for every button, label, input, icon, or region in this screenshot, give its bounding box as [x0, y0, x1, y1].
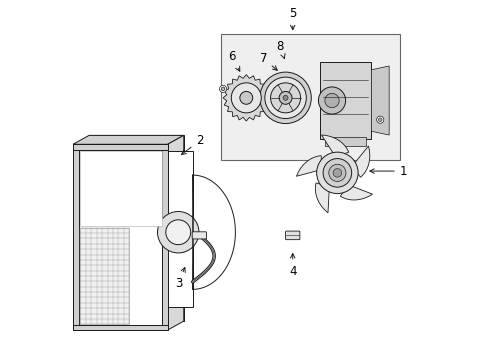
Circle shape	[328, 164, 345, 181]
Text: 1: 1	[369, 165, 407, 177]
Polygon shape	[89, 135, 183, 321]
Text: 2: 2	[181, 134, 203, 154]
Polygon shape	[296, 156, 321, 176]
Circle shape	[240, 91, 252, 104]
Circle shape	[165, 220, 190, 245]
Circle shape	[316, 152, 357, 194]
Polygon shape	[73, 325, 167, 330]
Circle shape	[279, 91, 291, 104]
Polygon shape	[167, 135, 183, 330]
Circle shape	[219, 85, 226, 93]
Circle shape	[157, 212, 199, 253]
Circle shape	[318, 87, 345, 114]
Bar	[324, 137, 366, 146]
Circle shape	[324, 93, 339, 108]
Circle shape	[231, 83, 261, 113]
Polygon shape	[315, 183, 328, 213]
Circle shape	[323, 158, 351, 187]
Polygon shape	[73, 135, 183, 144]
Polygon shape	[354, 146, 369, 177]
Text: 3: 3	[174, 267, 185, 290]
Circle shape	[378, 118, 381, 122]
Circle shape	[270, 83, 300, 113]
Bar	[73, 144, 167, 330]
Bar	[319, 62, 370, 139]
Circle shape	[259, 72, 311, 123]
Circle shape	[376, 116, 383, 123]
Bar	[163, 152, 193, 307]
Polygon shape	[370, 71, 381, 84]
Polygon shape	[370, 66, 388, 135]
Circle shape	[283, 95, 287, 100]
Bar	[80, 151, 162, 226]
Polygon shape	[340, 186, 372, 200]
Polygon shape	[73, 144, 80, 330]
Polygon shape	[223, 75, 269, 121]
Circle shape	[332, 168, 341, 177]
FancyBboxPatch shape	[285, 231, 299, 240]
Bar	[80, 228, 129, 324]
Text: 4: 4	[288, 253, 296, 278]
Text: 6: 6	[228, 50, 239, 71]
Circle shape	[264, 77, 305, 118]
Bar	[221, 33, 399, 160]
FancyBboxPatch shape	[192, 232, 206, 239]
Polygon shape	[162, 144, 167, 330]
Circle shape	[221, 87, 224, 91]
Polygon shape	[73, 144, 167, 150]
Polygon shape	[321, 135, 348, 154]
Text: 8: 8	[276, 40, 285, 59]
Text: 7: 7	[259, 52, 277, 70]
Text: 5: 5	[288, 8, 296, 30]
